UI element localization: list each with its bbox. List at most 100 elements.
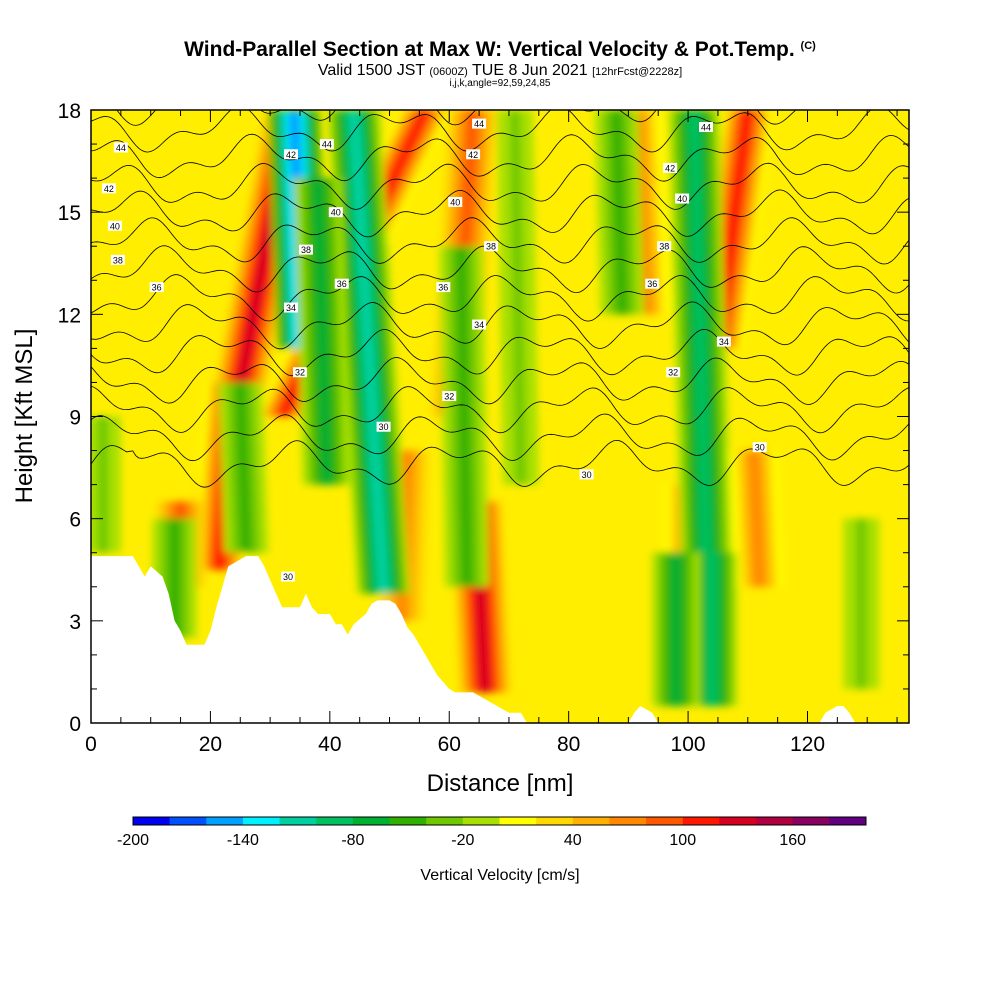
colorbar-segment	[646, 817, 684, 825]
colorbar-tick-label: -80	[341, 832, 364, 849]
contour-label-box	[319, 139, 334, 150]
contour-label-box	[436, 282, 451, 293]
contour-label-text: 40	[677, 194, 687, 204]
colorbar-segment	[829, 817, 867, 825]
contour-label-box	[698, 122, 713, 133]
contour-label-box	[752, 442, 767, 453]
colorbar-segment	[682, 817, 720, 825]
theta-contour-37	[91, 245, 909, 294]
contour-label-box	[442, 391, 457, 402]
contour-label-4: 36	[149, 282, 164, 293]
contour-label-16: 40	[448, 196, 463, 207]
downdraft-band-3-level-2	[234, 382, 252, 553]
contour-label-text: 36	[438, 283, 448, 293]
contour-label-box	[284, 302, 299, 313]
y-tick-label: 15	[58, 202, 81, 225]
contour-label-text: 38	[113, 255, 123, 265]
contour-label-box	[113, 142, 128, 153]
y-tick-label: 0	[69, 713, 81, 736]
colorbar-segment	[352, 817, 391, 825]
contour-label-text: 36	[152, 283, 162, 293]
theta-contour-labels: 44 42 40 38 36 42 44 40 38 36 34 32 30 30 44 42 40 38 36 34…	[101, 118, 767, 582]
contour-label-21: 30	[579, 469, 594, 480]
contour-label-text: 40	[331, 208, 341, 218]
contour-label-box	[107, 220, 122, 231]
contour-label-text: 42	[665, 163, 675, 173]
forecast-info: [12hrFcst@2228z]	[592, 66, 683, 78]
valid-date: TUE 8 Jun 2021	[472, 62, 588, 79]
theta-contour-35	[91, 301, 909, 350]
contour-label-18: 36	[436, 282, 451, 293]
contour-label-text: 38	[659, 242, 669, 252]
contour-label-text: 34	[719, 337, 729, 347]
chart-title: Wind-Parallel Section at Max W: Vertical…	[0, 38, 1000, 62]
theta-contour-33	[91, 357, 909, 405]
contour-label-text: 40	[110, 221, 120, 231]
theta-contour-44	[91, 76, 909, 98]
contour-label-0: 44	[113, 142, 128, 153]
contour-label-text: 42	[286, 150, 296, 160]
colorbar-tick-label: -20	[451, 832, 474, 849]
contour-label-box	[101, 183, 116, 194]
contour-label-text: 44	[701, 123, 711, 133]
velocity-field	[91, 110, 880, 706]
theta-contour-42	[91, 110, 909, 153]
y-tick-label: 12	[58, 304, 81, 327]
contour-label-text: 44	[474, 119, 484, 129]
colorbar-segment	[792, 817, 830, 825]
colorbar-segment	[756, 817, 794, 825]
contour-label-text: 30	[582, 470, 592, 480]
contour-label-text: 34	[286, 303, 296, 313]
contour-label-text: 44	[116, 143, 126, 153]
contour-label-13: 30	[281, 571, 296, 582]
y-axis-label: Height [Kft MSL]	[11, 329, 38, 504]
contour-label-text: 32	[668, 368, 678, 378]
contour-label-15: 42	[466, 149, 481, 160]
contour-label-box	[448, 196, 463, 207]
contour-label-20: 32	[442, 391, 457, 402]
colorbar-segment	[242, 817, 281, 825]
contour-label-box	[484, 241, 499, 252]
downdraft-band-4-level-2	[169, 518, 180, 638]
contour-label-text: 42	[468, 150, 478, 160]
contour-label-9: 36	[334, 278, 349, 289]
contour-label-box	[579, 469, 594, 480]
contour-label-10: 34	[284, 302, 299, 313]
downdraft-band-6-level-1	[509, 110, 527, 485]
colorbar-segment	[279, 817, 317, 825]
contour-label-box	[472, 118, 487, 129]
theta-contour-34	[91, 328, 909, 377]
contour-label-text: 30	[283, 572, 293, 582]
contour-label-text: 30	[379, 422, 389, 432]
colorbar-tick-label: -200	[117, 832, 149, 849]
valid-utc: (0600Z)	[429, 66, 468, 78]
contour-label-text: 36	[337, 279, 347, 289]
colorbar-segment	[536, 817, 574, 825]
copyright-mark: (C)	[800, 40, 816, 52]
theta-contours	[91, 76, 909, 488]
theta-contour-30	[91, 439, 909, 488]
contour-label-5: 42	[284, 149, 299, 160]
contour-label-box	[666, 367, 681, 378]
x-tick-label: 60	[438, 733, 461, 756]
x-tick-label: 0	[85, 733, 97, 756]
colorbar-tick-label: 100	[669, 832, 696, 849]
colorbar-segment	[426, 817, 464, 825]
colorbar-segment	[389, 817, 427, 825]
colorbar-tick-label: -140	[227, 832, 259, 849]
contour-label-text: 34	[474, 320, 484, 330]
theta-contour-41	[91, 133, 909, 182]
downdraft-band-5-level-2	[455, 246, 473, 587]
downdraft-band-1-level-5	[348, 110, 389, 594]
contour-label-box	[466, 149, 481, 160]
contour-label-25: 38	[657, 241, 672, 252]
y-tick-label: 18	[58, 100, 81, 123]
contour-label-24: 40	[675, 193, 690, 204]
downdraft-band-11-level-1	[855, 518, 867, 689]
contour-label-box	[292, 367, 307, 378]
downdraft-band-9-level-3	[670, 552, 682, 706]
contour-label-text: 32	[444, 392, 454, 402]
colorbar-segment	[462, 817, 500, 825]
colorbar-segment	[719, 817, 757, 825]
